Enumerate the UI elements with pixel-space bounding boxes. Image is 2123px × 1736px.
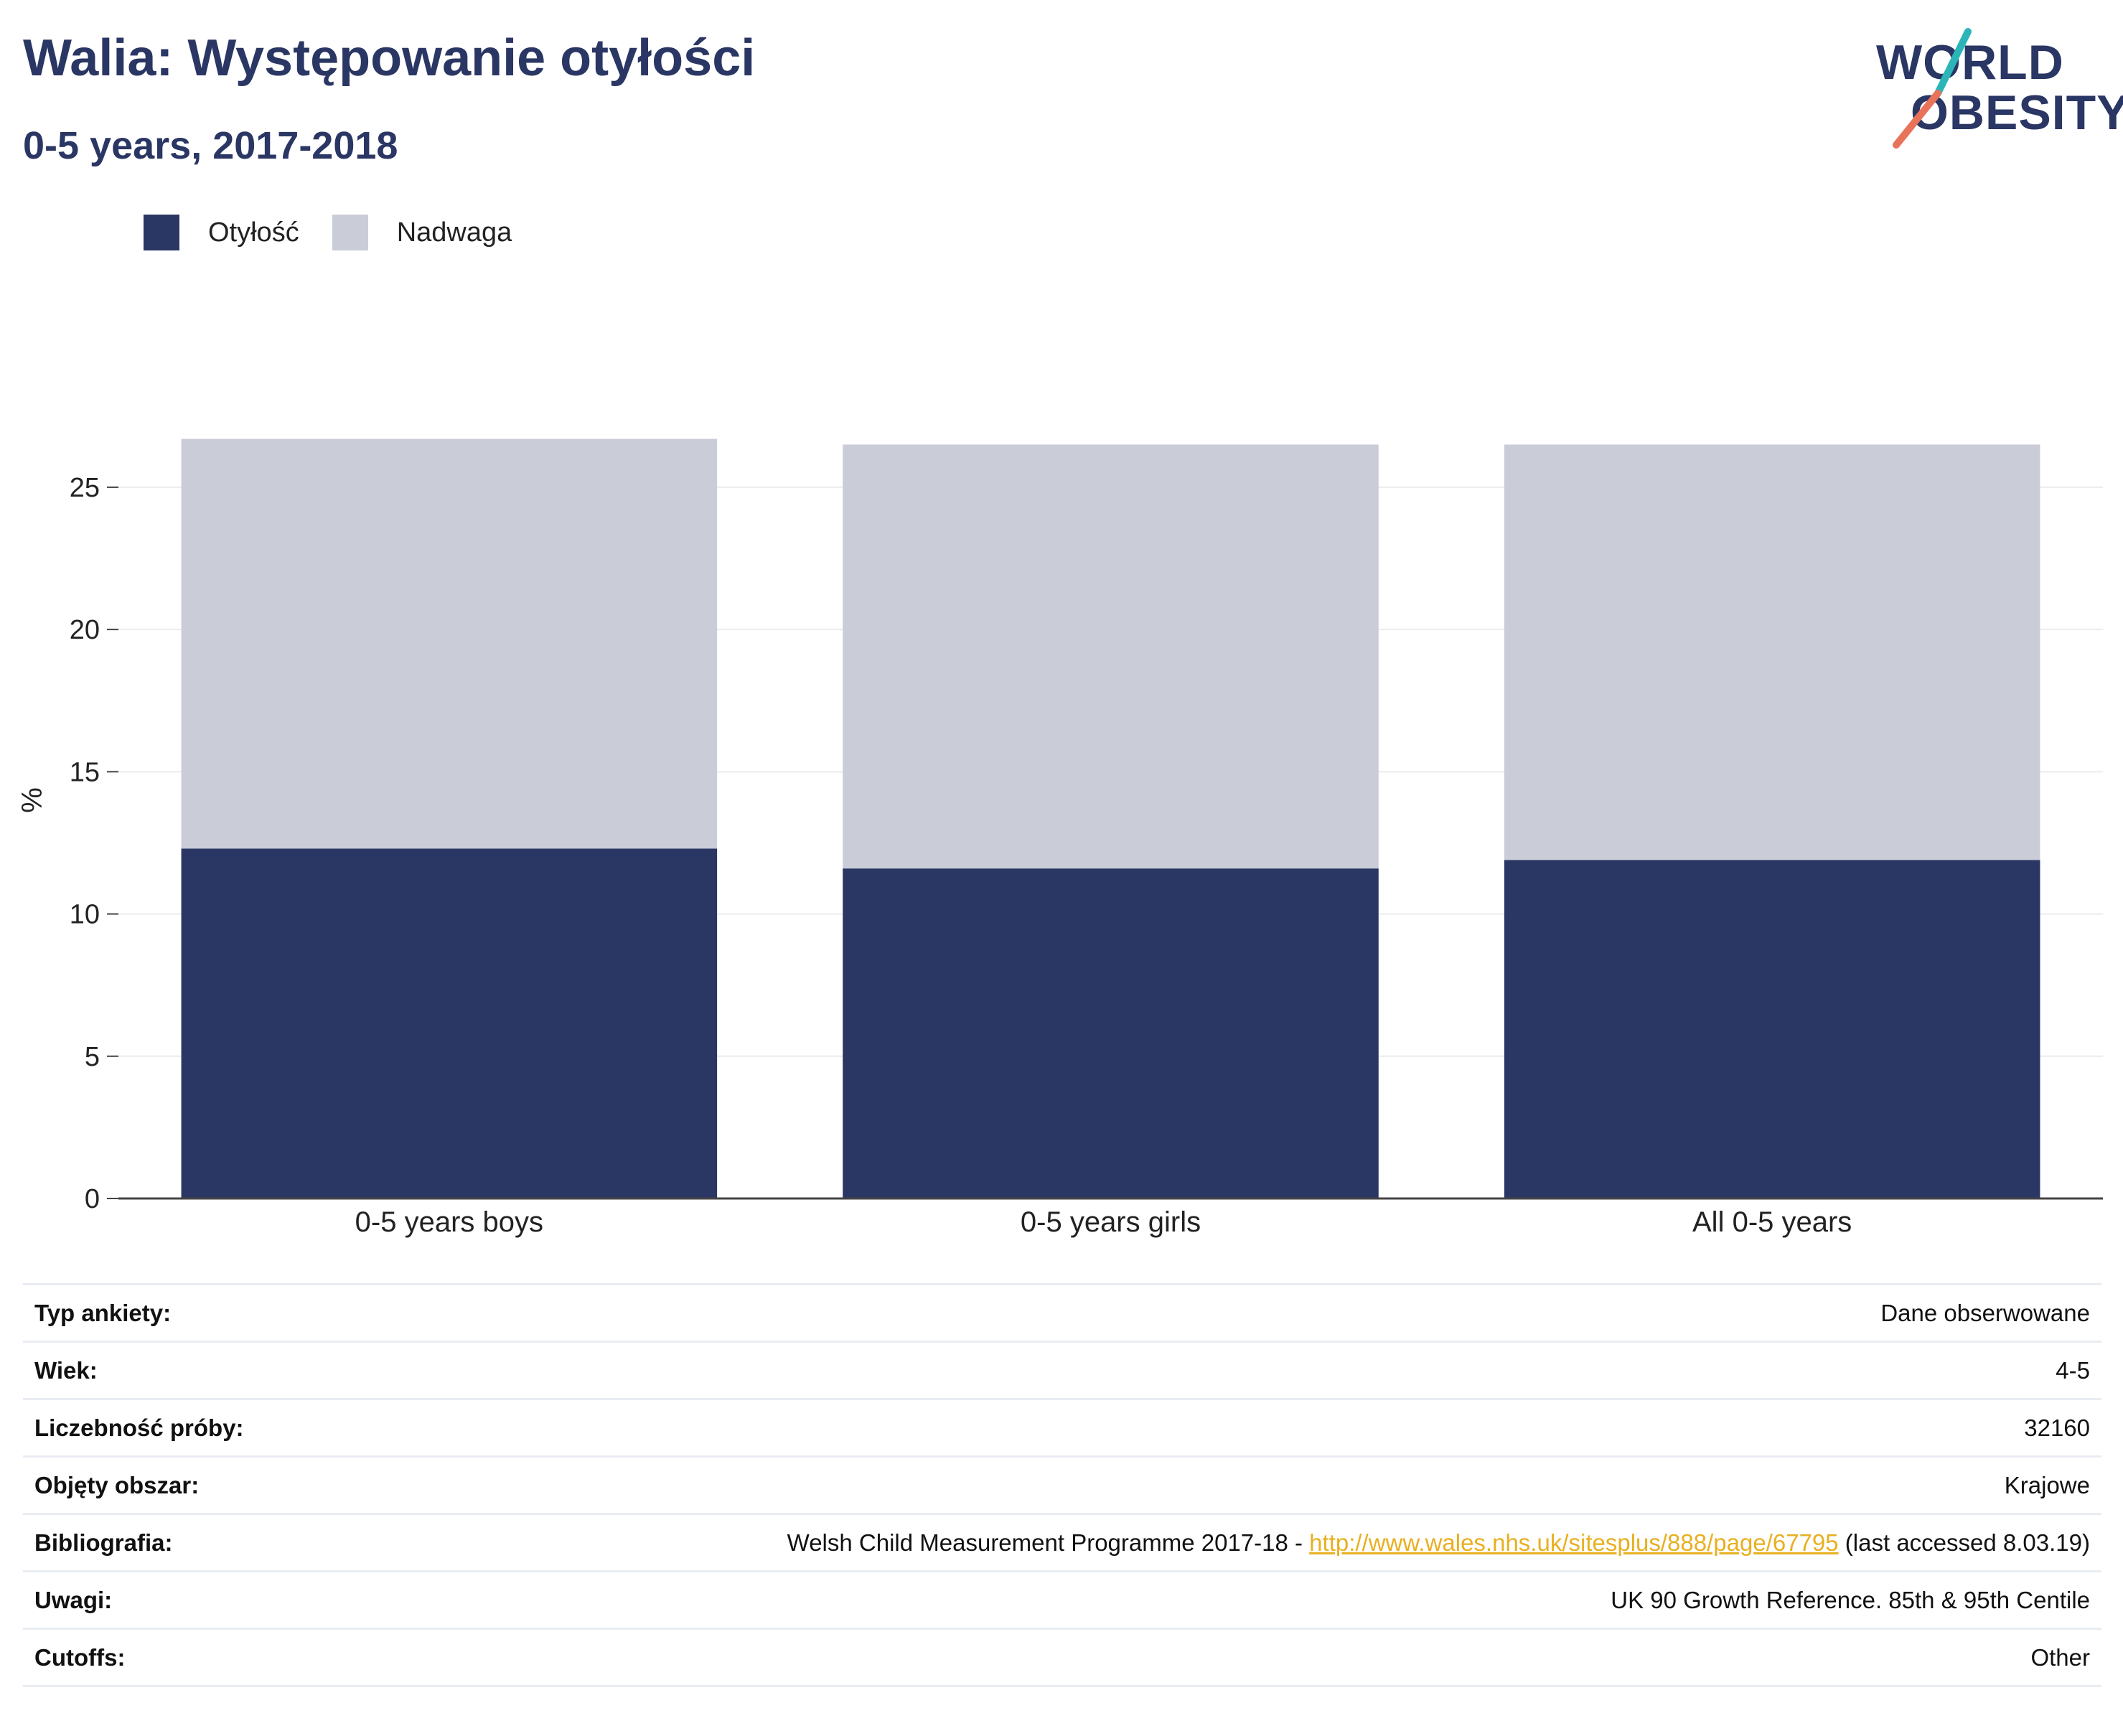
bibliography-suffix: (last accessed 8.03.19)	[1838, 1529, 2090, 1556]
row-label: Wiek:	[34, 1356, 98, 1384]
legend-swatch	[144, 215, 179, 250]
table-row: Uwagi: UK 90 Growth Reference. 85th & 95…	[23, 1572, 2101, 1630]
y-tick-label: 25	[70, 473, 100, 503]
legend-item[interactable]: Nadwaga	[332, 215, 512, 250]
table-row: Typ ankiety: Dane obserwowane	[23, 1285, 2101, 1343]
legend-label: Nadwaga	[396, 217, 512, 248]
logo-slash-icon	[1893, 28, 1972, 149]
row-value: UK 90 Growth Reference. 85th & 95th Cent…	[1611, 1586, 2090, 1613]
row-value: Other	[2030, 1643, 2090, 1671]
row-value: 4-5	[2056, 1356, 2090, 1384]
survey-details-table: Typ ankiety: Dane obserwowane Wiek: 4-5 …	[23, 1283, 2101, 1687]
row-label: Objęty obszar:	[34, 1471, 200, 1498]
page-subtitle: 0-5 years, 2017-2018	[23, 124, 398, 167]
table-row: Objęty obszar: Krajowe	[23, 1458, 2101, 1515]
bibliography-prefix: Welsh Child Measurement Programme 2017-1…	[787, 1529, 1310, 1556]
row-label: Liczebność próby:	[34, 1414, 244, 1441]
bar-segment	[181, 438, 718, 849]
row-label: Uwagi:	[34, 1586, 113, 1613]
bar-segment	[843, 868, 1379, 1198]
y-tick-label: 0	[85, 1184, 100, 1214]
y-tick-label: 20	[70, 615, 100, 645]
row-value: 32160	[2024, 1414, 2090, 1441]
y-tick-label: 15	[70, 757, 100, 787]
table-row: Bibliografia: Welsh Child Measurement Pr…	[23, 1515, 2101, 1572]
legend-item[interactable]: Otyłość	[144, 215, 299, 250]
x-tick-label: 0-5 years girls	[1021, 1206, 1201, 1238]
bar-segment	[843, 444, 1379, 869]
world-obesity-logo: WORLD OBESITY	[1866, 22, 2123, 151]
stacked-bar-chart: 0 5 10 15 20 25 0-5 years boys 0-5 years girls A…	[17, 438, 2103, 1238]
logo-line-2: OBESITY	[1911, 85, 2123, 140]
legend-swatch	[332, 215, 368, 250]
legend-label: Otyłość	[208, 217, 299, 248]
x-tick-label: All 0-5 years	[1692, 1206, 1852, 1238]
y-tick-label: 10	[70, 900, 100, 930]
bar-segment	[1504, 444, 2040, 860]
page-title: Walia: Występowanie otyłości	[23, 29, 756, 87]
row-label: Typ ankiety:	[34, 1299, 172, 1326]
y-tick-label: 5	[85, 1042, 100, 1072]
logo-line-1: WORLD	[1876, 35, 2064, 90]
bibliography-link[interactable]: http://www.wales.nhs.uk/sitesplus/888/pa…	[1309, 1529, 1839, 1556]
row-value: Krajowe	[2004, 1471, 2090, 1498]
row-label: Cutoffs:	[34, 1643, 126, 1671]
bibliography-value: Welsh Child Measurement Programme 2017-1…	[787, 1529, 2090, 1557]
row-label: Bibliografia:	[34, 1529, 173, 1556]
bar-segment	[1504, 860, 2040, 1198]
bar-segment	[181, 848, 718, 1198]
table-row: Liczebność próby: 32160	[23, 1400, 2101, 1458]
table-row: Wiek: 4-5	[23, 1343, 2101, 1400]
row-value: Dane obserwowane	[1880, 1299, 2090, 1326]
table-row: Cutoffs: Other	[23, 1630, 2101, 1687]
x-tick-label: 0-5 years boys	[355, 1206, 543, 1238]
y-axis-label: %	[17, 787, 48, 813]
chart-legend: Otyłość Nadwaga	[144, 212, 545, 253]
